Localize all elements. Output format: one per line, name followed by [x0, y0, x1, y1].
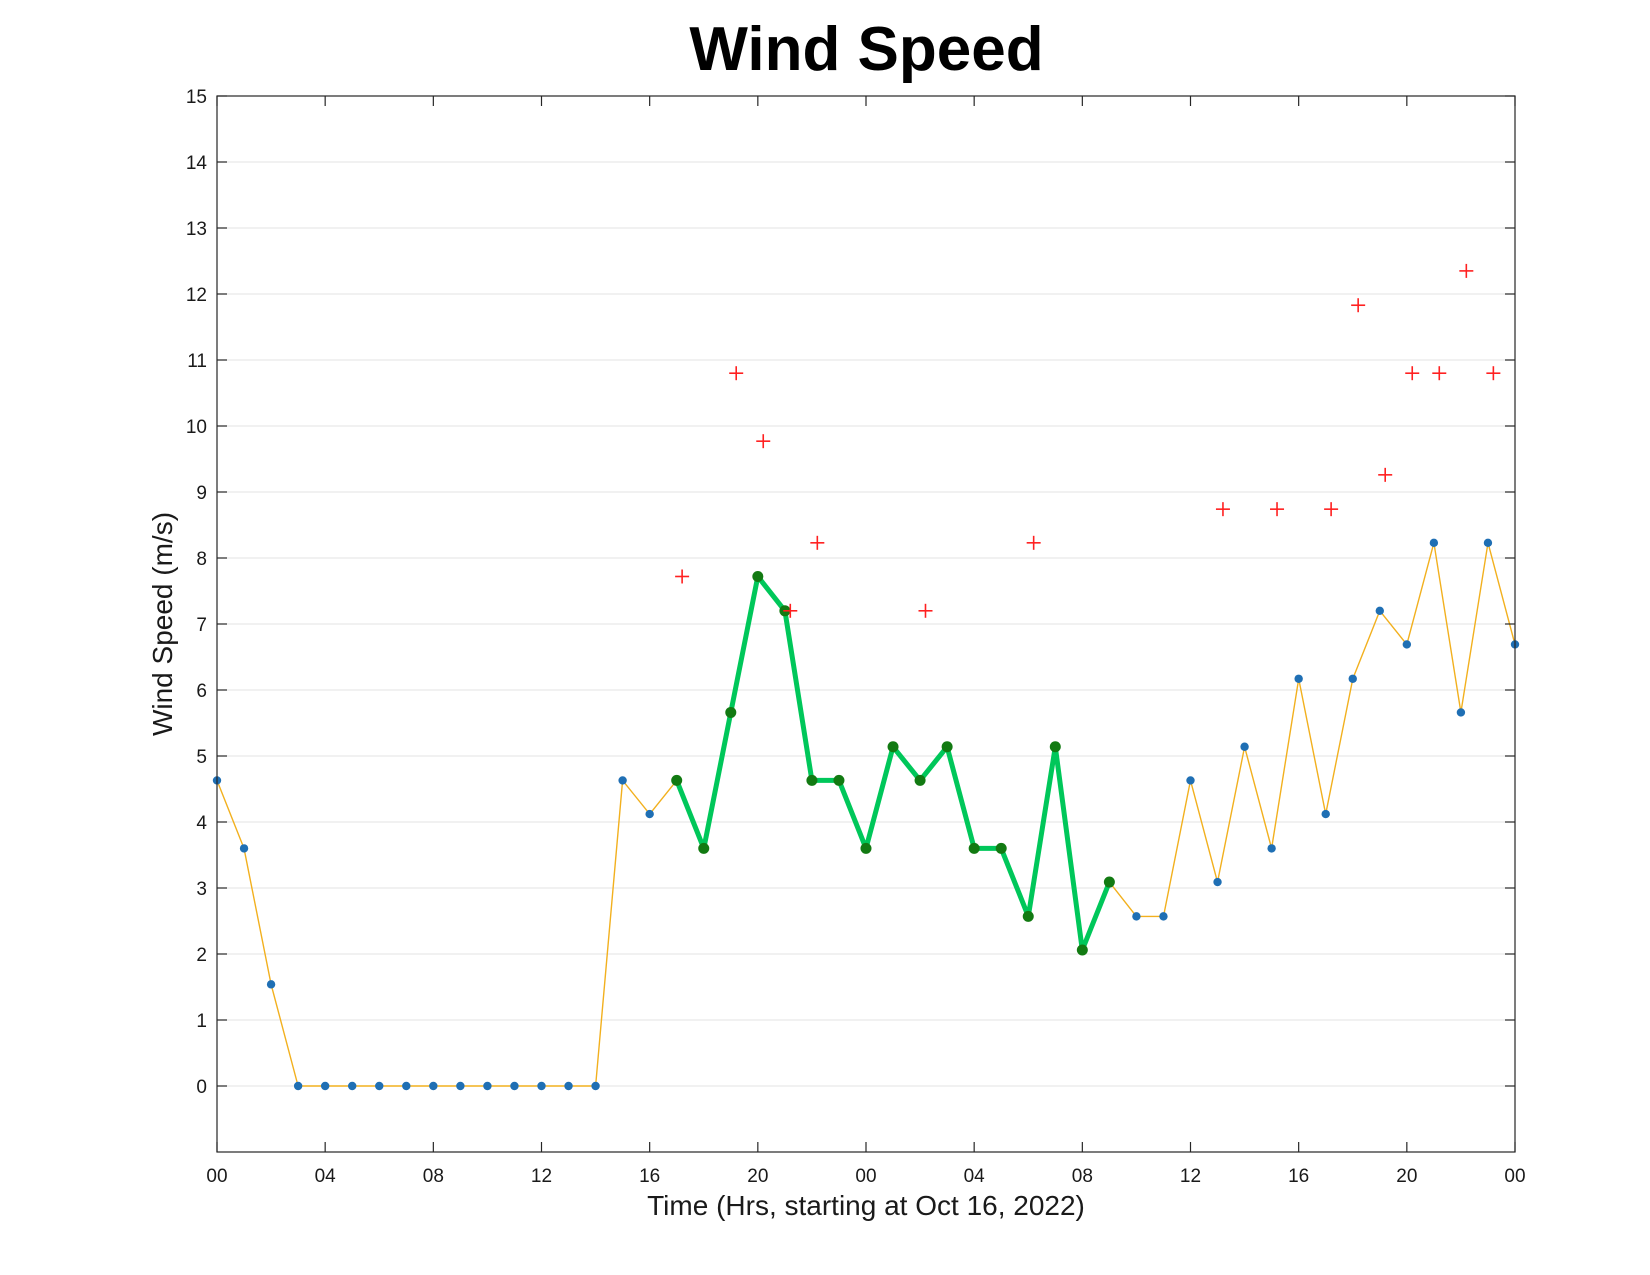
hourly-point [1159, 912, 1168, 921]
x-tick-label: 12 [531, 1166, 552, 1187]
hourly-point [1213, 877, 1222, 887]
hourly-point [483, 1081, 492, 1091]
x-tick-label: 20 [747, 1166, 768, 1187]
x-tick-label: 04 [964, 1166, 986, 1187]
x-tick-label: 20 [1396, 1166, 1417, 1187]
highlight-point [941, 741, 953, 753]
highlight-point [725, 706, 737, 718]
x-tick-label: 16 [639, 1166, 660, 1187]
highlight-point [968, 842, 980, 854]
hourly-point [1186, 776, 1195, 785]
x-tick-label: 04 [315, 1166, 337, 1187]
hourly-point [1429, 538, 1439, 548]
gust-point [783, 603, 798, 618]
x-tick-label: 12 [1180, 1166, 1201, 1187]
hourly-point [375, 1081, 384, 1091]
x-tick-label: 00 [855, 1166, 876, 1187]
gust-point [1215, 502, 1230, 517]
hourly-point [1402, 640, 1412, 649]
gust-point [729, 366, 744, 381]
hourly-point [348, 1081, 357, 1091]
hourly-point [645, 809, 654, 819]
hourly-point [266, 980, 276, 989]
gust-point [756, 434, 771, 449]
hourly-point [1132, 912, 1141, 921]
y-tick-label: 2 [196, 945, 207, 966]
highlight-point [806, 774, 818, 786]
y-axis-label: Wind Speed (m/s) [147, 512, 178, 736]
hourly-point [293, 1081, 303, 1091]
gust-point [810, 535, 825, 550]
grid-lines [217, 95, 1515, 1087]
x-axis-label: Time (Hrs, starting at Oct 16, 2022) [647, 1190, 1085, 1221]
hourly-point [320, 1081, 330, 1091]
hourly-point [537, 1081, 546, 1091]
highlight-point [833, 774, 845, 786]
hourly-point [510, 1081, 519, 1091]
hourly-point [1267, 844, 1276, 853]
y-tick-label: 13 [186, 219, 207, 240]
highlight-point [1049, 741, 1061, 753]
y-tick-label: 14 [186, 153, 208, 174]
y-tick-label: 12 [186, 285, 207, 306]
y-tick-label: 4 [196, 813, 207, 834]
hourly-point [618, 776, 627, 785]
hourly-point [1321, 809, 1330, 819]
y-tick-label: 7 [196, 615, 207, 636]
hourly-point [1348, 674, 1357, 683]
y-tick-label: 6 [196, 681, 207, 702]
gust-point [1459, 263, 1474, 278]
gust-point [1324, 502, 1339, 517]
highlight-point [698, 842, 710, 854]
series-layer [212, 263, 1520, 1091]
hourly-point [564, 1081, 573, 1091]
highlight-point [752, 570, 764, 582]
hourly-point [1456, 708, 1466, 717]
gust-point [918, 603, 933, 618]
gust-point [1405, 366, 1420, 381]
hourly-point [1294, 674, 1303, 683]
gust-point [675, 569, 690, 584]
chart-title: Wind Speed [689, 15, 1044, 84]
gust-point [1351, 298, 1366, 313]
highlight-point [1022, 910, 1034, 922]
series-line-highlight [674, 574, 1112, 953]
highlight-point [1103, 876, 1115, 888]
highlight-point [914, 774, 926, 786]
highlight-point [995, 842, 1007, 854]
gust-point [1378, 467, 1393, 482]
hourly-point [402, 1081, 411, 1091]
y-tick-label: 10 [186, 417, 207, 438]
gust-point [1432, 366, 1447, 381]
hourly-point [456, 1081, 465, 1091]
y-tick-label: 5 [196, 747, 207, 768]
gust-point [1486, 366, 1501, 381]
hourly-point [1375, 606, 1384, 615]
y-tick-label: 0 [196, 1077, 207, 1098]
x-tick-label: 08 [1072, 1166, 1093, 1187]
hourly-point [1240, 742, 1249, 751]
x-tick-label: 00 [1504, 1166, 1525, 1187]
highlight-point [887, 741, 899, 753]
y-tick-label: 9 [196, 483, 207, 504]
highlight-point [860, 842, 872, 854]
highlight-point [671, 774, 683, 786]
highlight-point [1076, 944, 1088, 956]
hourly-point [239, 844, 249, 853]
x-tick-label: 16 [1288, 1166, 1309, 1187]
y-tick-label: 15 [186, 87, 207, 108]
gust-point [1270, 502, 1285, 517]
y-tick-label: 11 [187, 351, 207, 372]
y-tick-label: 8 [196, 549, 207, 570]
x-tick-label: 00 [206, 1166, 227, 1187]
hourly-point [591, 1081, 600, 1091]
y-tick-label: 1 [196, 1011, 207, 1032]
hourly-point [1483, 538, 1493, 548]
x-tick-label: 08 [423, 1166, 444, 1187]
hourly-point [429, 1081, 438, 1091]
y-tick-label: 3 [196, 879, 207, 900]
gust-point [1026, 535, 1041, 550]
